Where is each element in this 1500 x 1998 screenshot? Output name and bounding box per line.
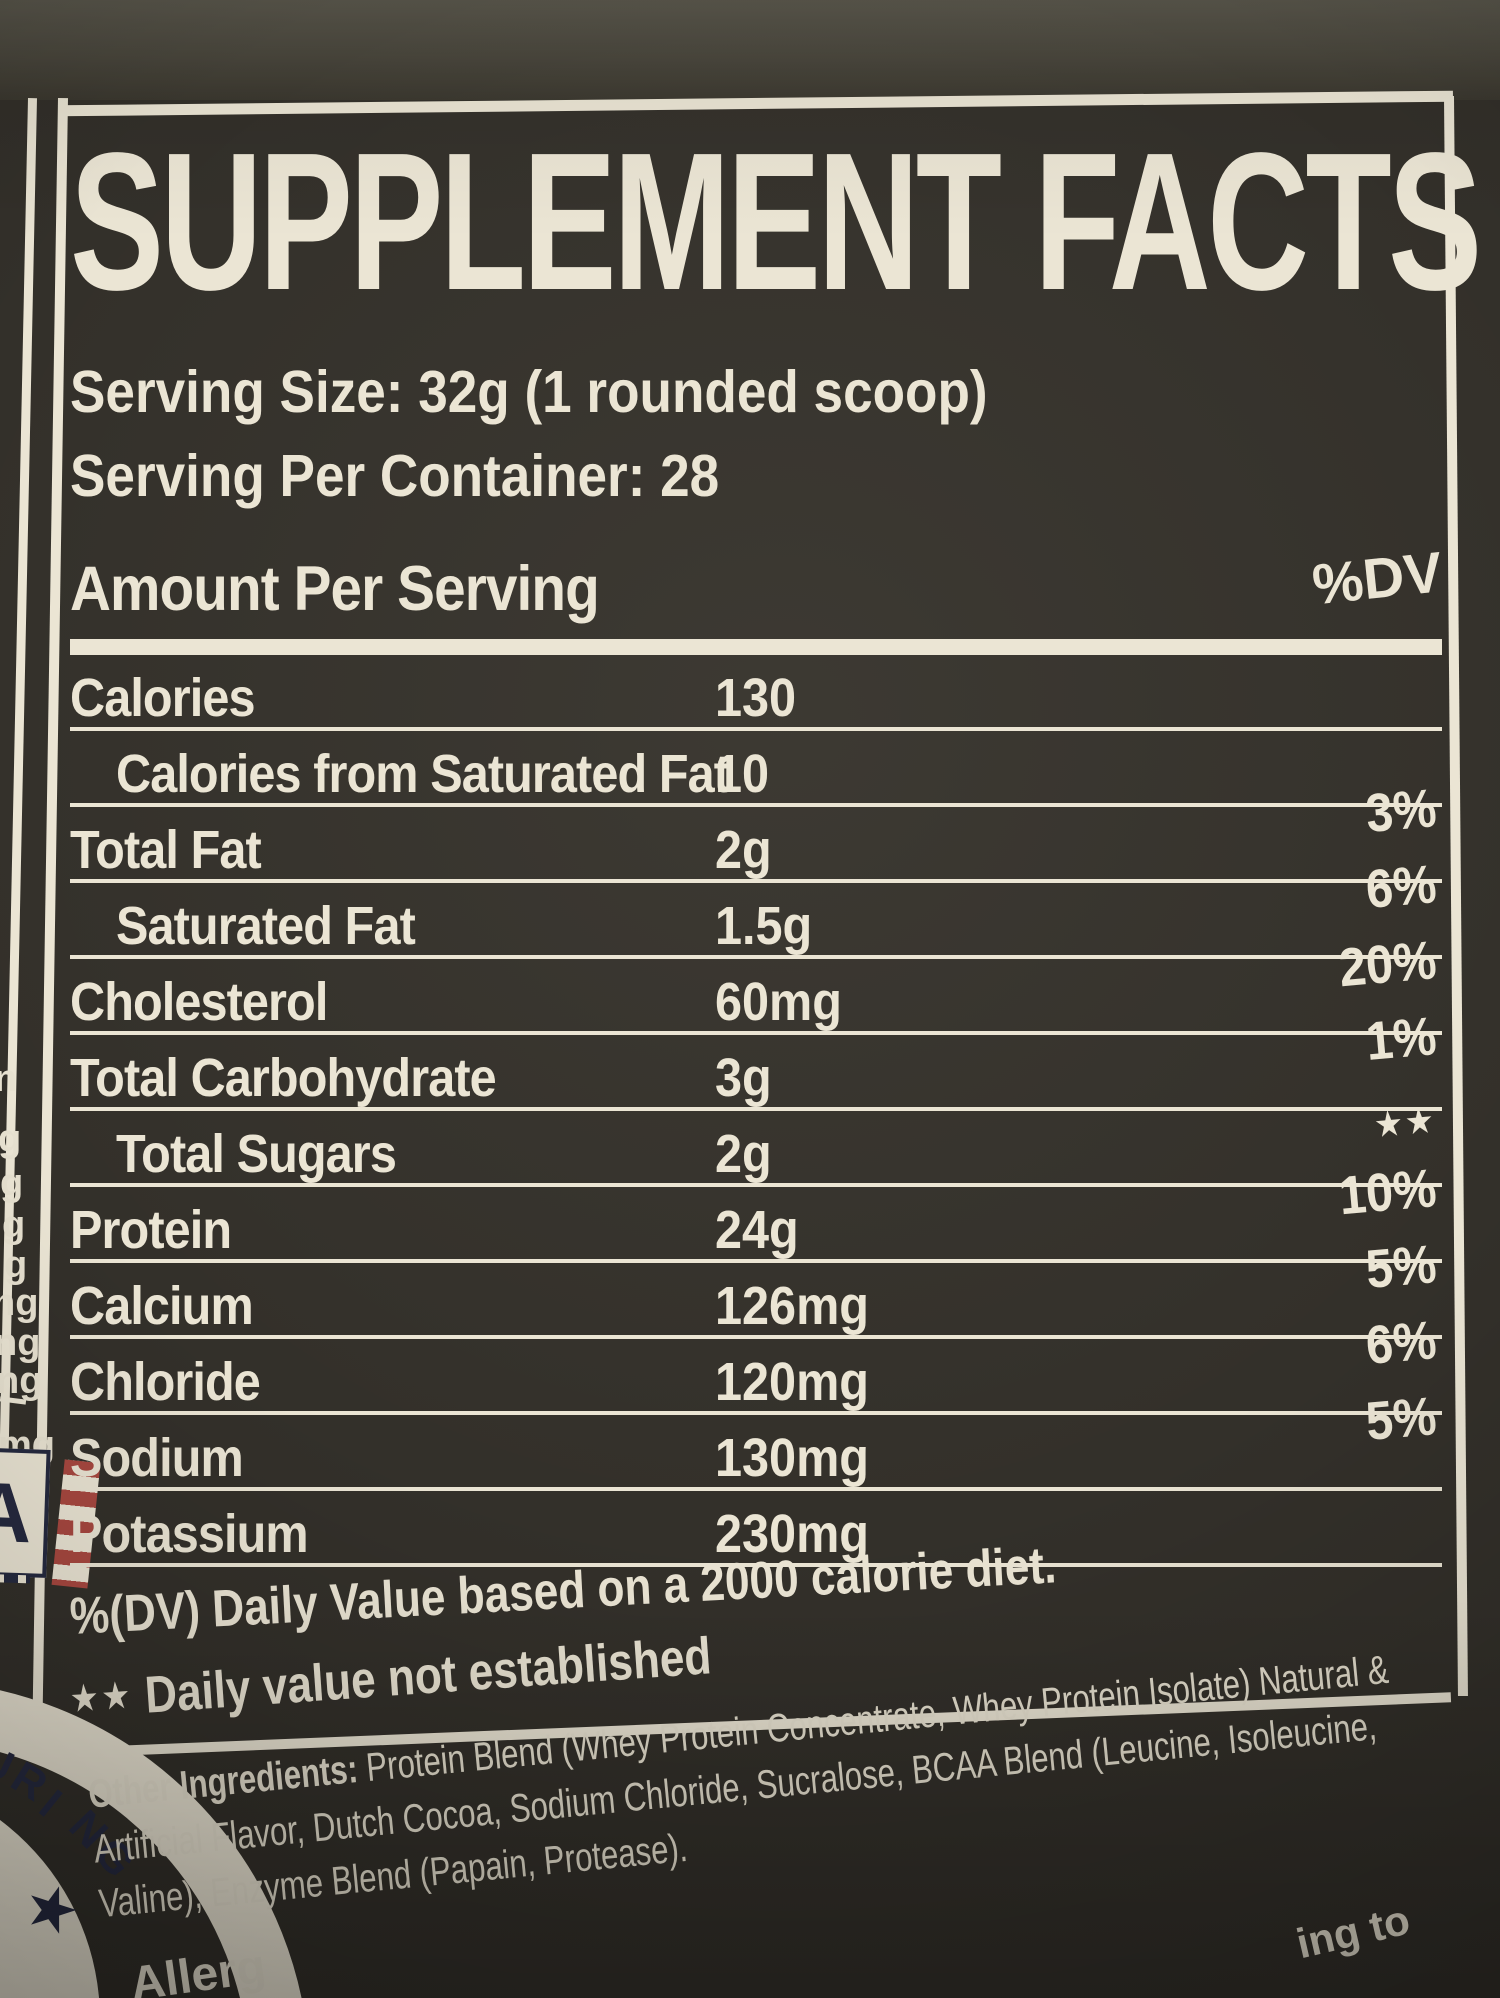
- serving-size: Serving Size: 32g (1 rounded scoop): [70, 358, 1442, 428]
- flag-letter: A: [0, 1464, 34, 1561]
- nutrient-dv: 5%: [1363, 1234, 1439, 1301]
- nutrient-name: Total Carbohydrate: [70, 1048, 497, 1109]
- table-row-saturated-fat: Saturated Fat 1.5g 6%: [70, 854, 1442, 960]
- servings-per-container: Serving Per Container: 28: [70, 442, 1442, 512]
- table-row-calcium: Calcium 126mg 5%: [70, 1234, 1442, 1340]
- serving-size-text: Serving Size: 32g (1 rounded scoop): [70, 359, 988, 426]
- table-row-total-fat: Total Fat 2g 3%: [70, 778, 1442, 884]
- table-row-total-carbohydrate: Total Carbohydrate 3g 1%: [70, 1006, 1442, 1112]
- nutrient-name: Calcium: [70, 1276, 254, 1337]
- nutrient-dv: 6%: [1363, 854, 1439, 921]
- supplement-facts-panel: SUPPLEMENT FACTS Serving Size: 32g (1 ro…: [68, 112, 1482, 1731]
- nutrient-amount: 130: [714, 668, 796, 729]
- nutrient-name: Sodium: [70, 1428, 244, 1489]
- nutrient-amount: 3g: [714, 1048, 772, 1109]
- left-edge-fragment: g: [0, 1162, 24, 1204]
- nutrient-amount: 60mg: [714, 972, 842, 1033]
- nutrient-name: Chloride: [70, 1352, 261, 1413]
- footnote-stars-marker: ★★: [68, 1674, 135, 1722]
- dv-column-header: %DV: [1309, 540, 1446, 618]
- left-edge-fragment: n: [0, 1058, 18, 1100]
- table-row-calories-from-saturated-fat: Calories from Saturated Fat 10: [70, 731, 1442, 808]
- table-row-cholesterol: Cholesterol 60mg 20%: [70, 930, 1442, 1036]
- nutrient-name: Potassium: [70, 1504, 309, 1565]
- nutrient-amount: 126mg: [714, 1276, 869, 1337]
- footnote-dv-marker: %(DV): [68, 1581, 202, 1647]
- nutrient-amount: 2g: [714, 820, 772, 881]
- bottom-right-text-fragment: ing to: [1292, 1895, 1415, 1968]
- nutrient-amount: 24g: [714, 1200, 799, 1261]
- footnote-not-established-text: Daily value not established: [143, 1627, 714, 1725]
- nutrient-name: Calories from Saturated Fat: [116, 744, 730, 805]
- table-row-protein: Protein 24g 10%: [70, 1158, 1442, 1264]
- facts-box-border-right: [1444, 96, 1468, 1697]
- left-edge-fragment: ng: [0, 1360, 43, 1402]
- nutrient-amount: 1.5g: [714, 896, 813, 957]
- nutrient-dv: 3%: [1363, 778, 1439, 845]
- table-row-sodium: Sodium 130mg 5%: [70, 1386, 1442, 1492]
- nutrient-amount: 10: [714, 744, 769, 805]
- nutrient-dv: 20%: [1336, 930, 1439, 999]
- nutrient-dv: 1%: [1363, 1006, 1439, 1073]
- nutrient-amount: 130mg: [714, 1428, 869, 1489]
- amount-per-serving-label: Amount Per Serving: [70, 554, 600, 625]
- panel-title: SUPPLEMENT FACTS: [70, 112, 1482, 331]
- table-row-chloride: Chloride 120mg 6%: [70, 1310, 1442, 1416]
- left-edge-fragment: g: [4, 1244, 28, 1286]
- table-row-total-sugars: Total Sugars 2g ★★: [70, 1099, 1442, 1188]
- nutrient-dv: 10%: [1336, 1158, 1439, 1227]
- nutrient-table: Calories 130 Calories from Saturated Fat…: [70, 655, 1442, 1568]
- flag-letter-box: A: [0, 1446, 51, 1578]
- nutrient-name: Cholesterol: [70, 972, 328, 1033]
- nutrient-amount: 2g: [714, 1124, 772, 1185]
- nutrient-dv: ★★: [1372, 1099, 1438, 1146]
- left-edge-fragment: ng: [0, 1322, 41, 1364]
- nutrient-dv: 5%: [1363, 1386, 1439, 1453]
- nutrient-name: Calories: [70, 668, 255, 729]
- nutrient-amount: 120mg: [714, 1352, 869, 1413]
- flag-small-text-bar: [0, 1572, 31, 1584]
- left-edge-fragment: g: [0, 1118, 22, 1160]
- servings-per-container-text: Serving Per Container: 28: [70, 442, 720, 509]
- nutrient-name: Saturated Fat: [116, 896, 416, 957]
- table-row-potassium: Potassium 230mg: [70, 1491, 1442, 1568]
- left-edge-fragment: ng: [0, 1282, 39, 1324]
- nutrient-amount: 230mg: [714, 1504, 869, 1565]
- header-rule: [70, 639, 1442, 656]
- left-edge-fragment: g: [2, 1204, 26, 1246]
- nutrient-name: Total Sugars: [116, 1124, 397, 1185]
- table-row-calories: Calories 130: [70, 655, 1442, 732]
- container-top-band: [0, 0, 1500, 100]
- nutrient-dv: 6%: [1363, 1310, 1439, 1377]
- nutrient-name: Total Fat: [70, 820, 262, 881]
- nutrient-name: Protein: [70, 1200, 232, 1261]
- table-header-row: Amount Per Serving %DV: [70, 540, 1445, 629]
